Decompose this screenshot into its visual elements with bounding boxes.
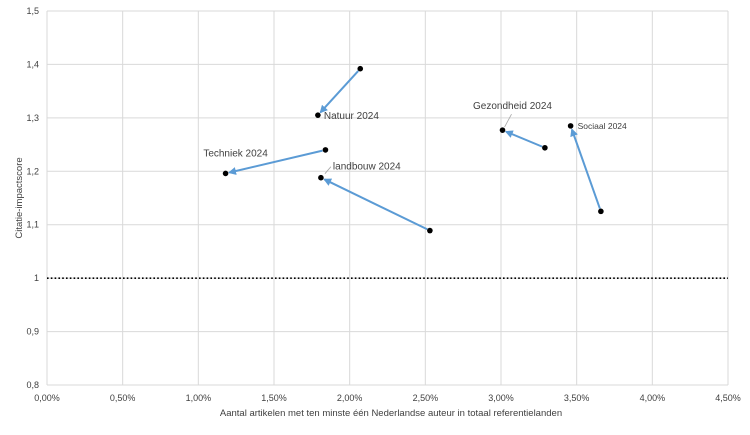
series-label: Natuur 2024 xyxy=(324,111,379,122)
y-axis-label: Citatie-impactscore xyxy=(14,157,25,238)
start-point xyxy=(598,208,604,215)
y-tick-label: 1,5 xyxy=(26,6,39,16)
y-tick-label: 1,3 xyxy=(26,113,39,123)
series-arrow xyxy=(319,70,359,114)
y-tick-label: 1,2 xyxy=(26,166,39,176)
y-tick-label: 0,9 xyxy=(26,327,39,337)
start-point xyxy=(357,65,364,72)
series-label: Techniek 2024 xyxy=(203,148,268,159)
x-tick-label: 4,00% xyxy=(640,393,666,403)
end-point xyxy=(499,127,506,133)
data-points xyxy=(222,65,604,234)
series-arrow xyxy=(323,178,428,231)
y-tick-label: 1 xyxy=(34,273,39,283)
end-point xyxy=(222,170,229,177)
x-tick-label: 0,50% xyxy=(110,393,136,403)
x-tick-label: 2,50% xyxy=(413,393,439,403)
x-tick-label: 3,50% xyxy=(564,393,590,403)
label-leader-line xyxy=(504,113,512,128)
x-tick-label: 0,00% xyxy=(34,393,60,403)
y-tick-label: 0,8 xyxy=(26,380,39,390)
series-label: Sociaal 2024 xyxy=(578,121,627,131)
gridlines xyxy=(46,10,729,386)
start-point xyxy=(542,144,548,151)
x-tick-label: 4,50% xyxy=(715,393,741,403)
axes: 0,00% 0,50% 1,00% 1,50% 2,00% 2,50% 3,00% 3,50%… xyxy=(26,6,740,403)
data-labels: Natuur 2024 Techniek 2024 landbouw 2024 Gez… xyxy=(203,101,627,174)
x-tick-label: 2,00% xyxy=(337,393,363,403)
x-tick-label: 1,50% xyxy=(261,393,287,403)
start-point xyxy=(427,227,433,234)
series-arrows xyxy=(228,70,601,231)
label-leader-line xyxy=(324,166,332,174)
end-point xyxy=(315,112,321,118)
x-tick-label: 1,00% xyxy=(186,393,212,403)
y-tick-label: 1,1 xyxy=(26,220,39,230)
series-label: Gezondheid 2024 xyxy=(473,101,552,112)
x-axis-label: Aantal artikelen met ten minste één Nede… xyxy=(220,408,562,419)
start-point xyxy=(322,147,329,153)
series-arrow xyxy=(504,130,543,148)
y-tick-label: 1,4 xyxy=(26,59,39,69)
series-arrow xyxy=(228,149,323,175)
end-point xyxy=(318,174,324,181)
x-tick-label: 3,00% xyxy=(488,393,514,403)
series-arrow xyxy=(570,128,601,209)
series-label: landbouw 2024 xyxy=(333,162,401,173)
end-point xyxy=(567,123,574,129)
